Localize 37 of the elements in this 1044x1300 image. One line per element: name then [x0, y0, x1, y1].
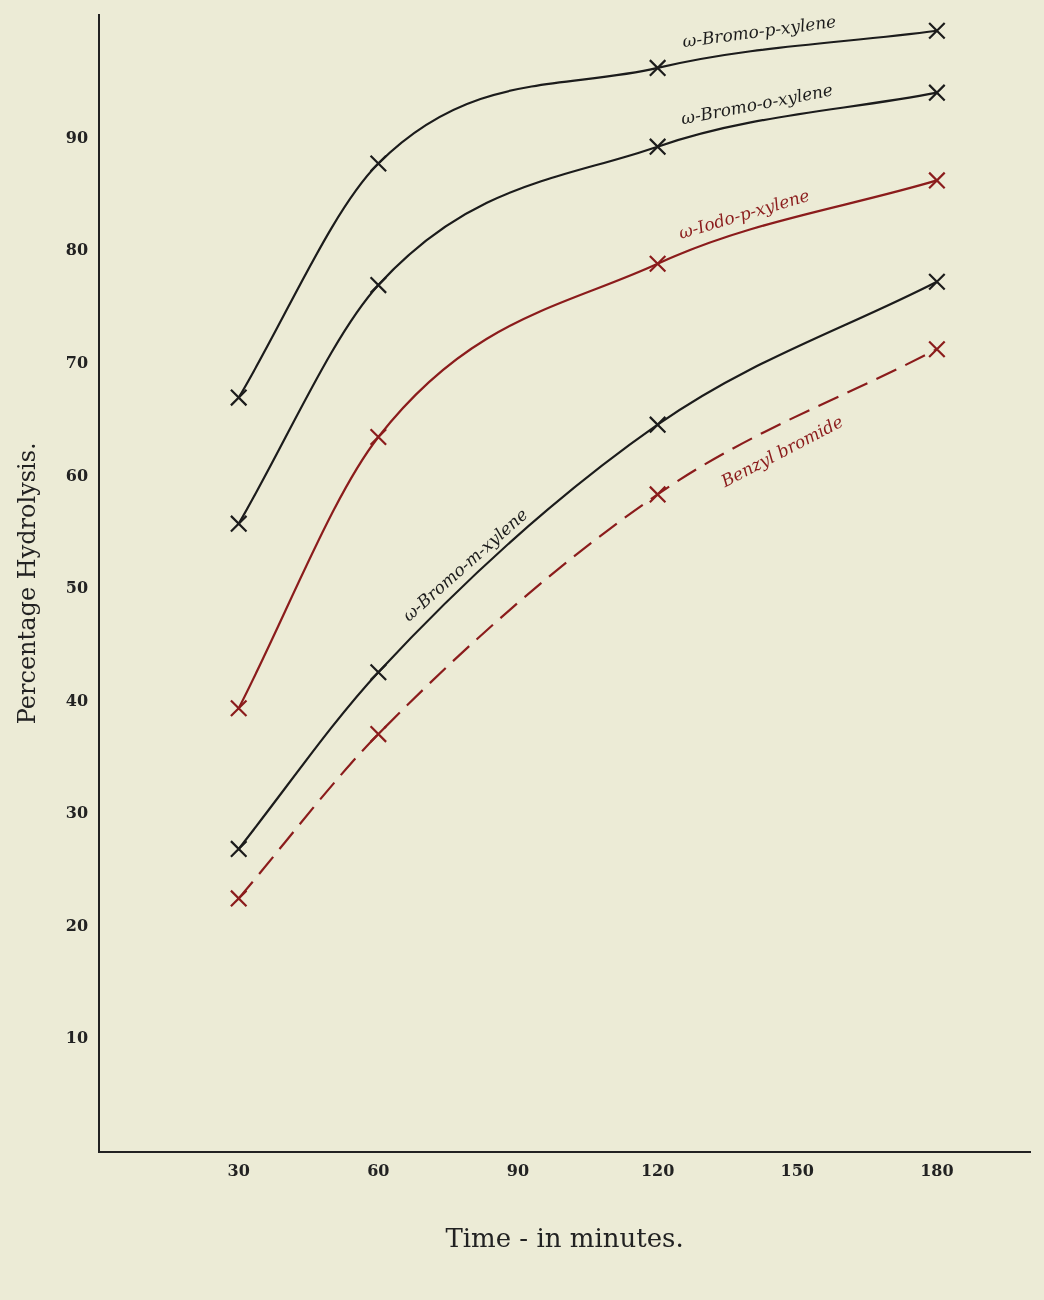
point — [928, 171, 946, 190]
x-axis-title: Time - in minutes. — [445, 1223, 684, 1254]
y-tick-label: 20 — [65, 915, 89, 935]
y-tick-label: 30 — [65, 803, 89, 823]
y-tick-label: 80 — [65, 240, 89, 260]
point — [229, 840, 248, 858]
point — [369, 276, 388, 294]
point — [229, 514, 248, 533]
y-tick-label: 40 — [65, 690, 89, 710]
point — [648, 415, 667, 434]
point — [229, 388, 248, 407]
point — [648, 59, 667, 77]
point — [928, 83, 946, 102]
y-tick-label: 50 — [65, 578, 89, 598]
x-tick-label: 90 — [506, 1161, 530, 1181]
point — [369, 428, 388, 446]
x-tick-label: 30 — [227, 1161, 250, 1181]
y-axis-title: Percentage Hydrolysis. — [12, 442, 41, 725]
x-tick-label: 60 — [367, 1161, 390, 1181]
point — [648, 137, 667, 156]
point — [229, 889, 248, 908]
point — [369, 725, 388, 743]
point — [369, 663, 388, 682]
point — [648, 254, 667, 273]
y-tick-label: 60 — [65, 465, 89, 485]
point — [928, 340, 946, 359]
point — [928, 272, 946, 291]
point — [229, 699, 248, 718]
point — [928, 21, 946, 40]
y-tick-label: 10 — [65, 1028, 89, 1048]
x-tick-label: 180 — [920, 1161, 954, 1181]
x-tick-label: 150 — [780, 1161, 814, 1181]
x-tick-label: 120 — [640, 1161, 675, 1181]
point — [369, 154, 388, 173]
y-tick-label: 90 — [65, 127, 89, 147]
y-tick-label: 70 — [65, 353, 89, 373]
point — [648, 485, 667, 504]
